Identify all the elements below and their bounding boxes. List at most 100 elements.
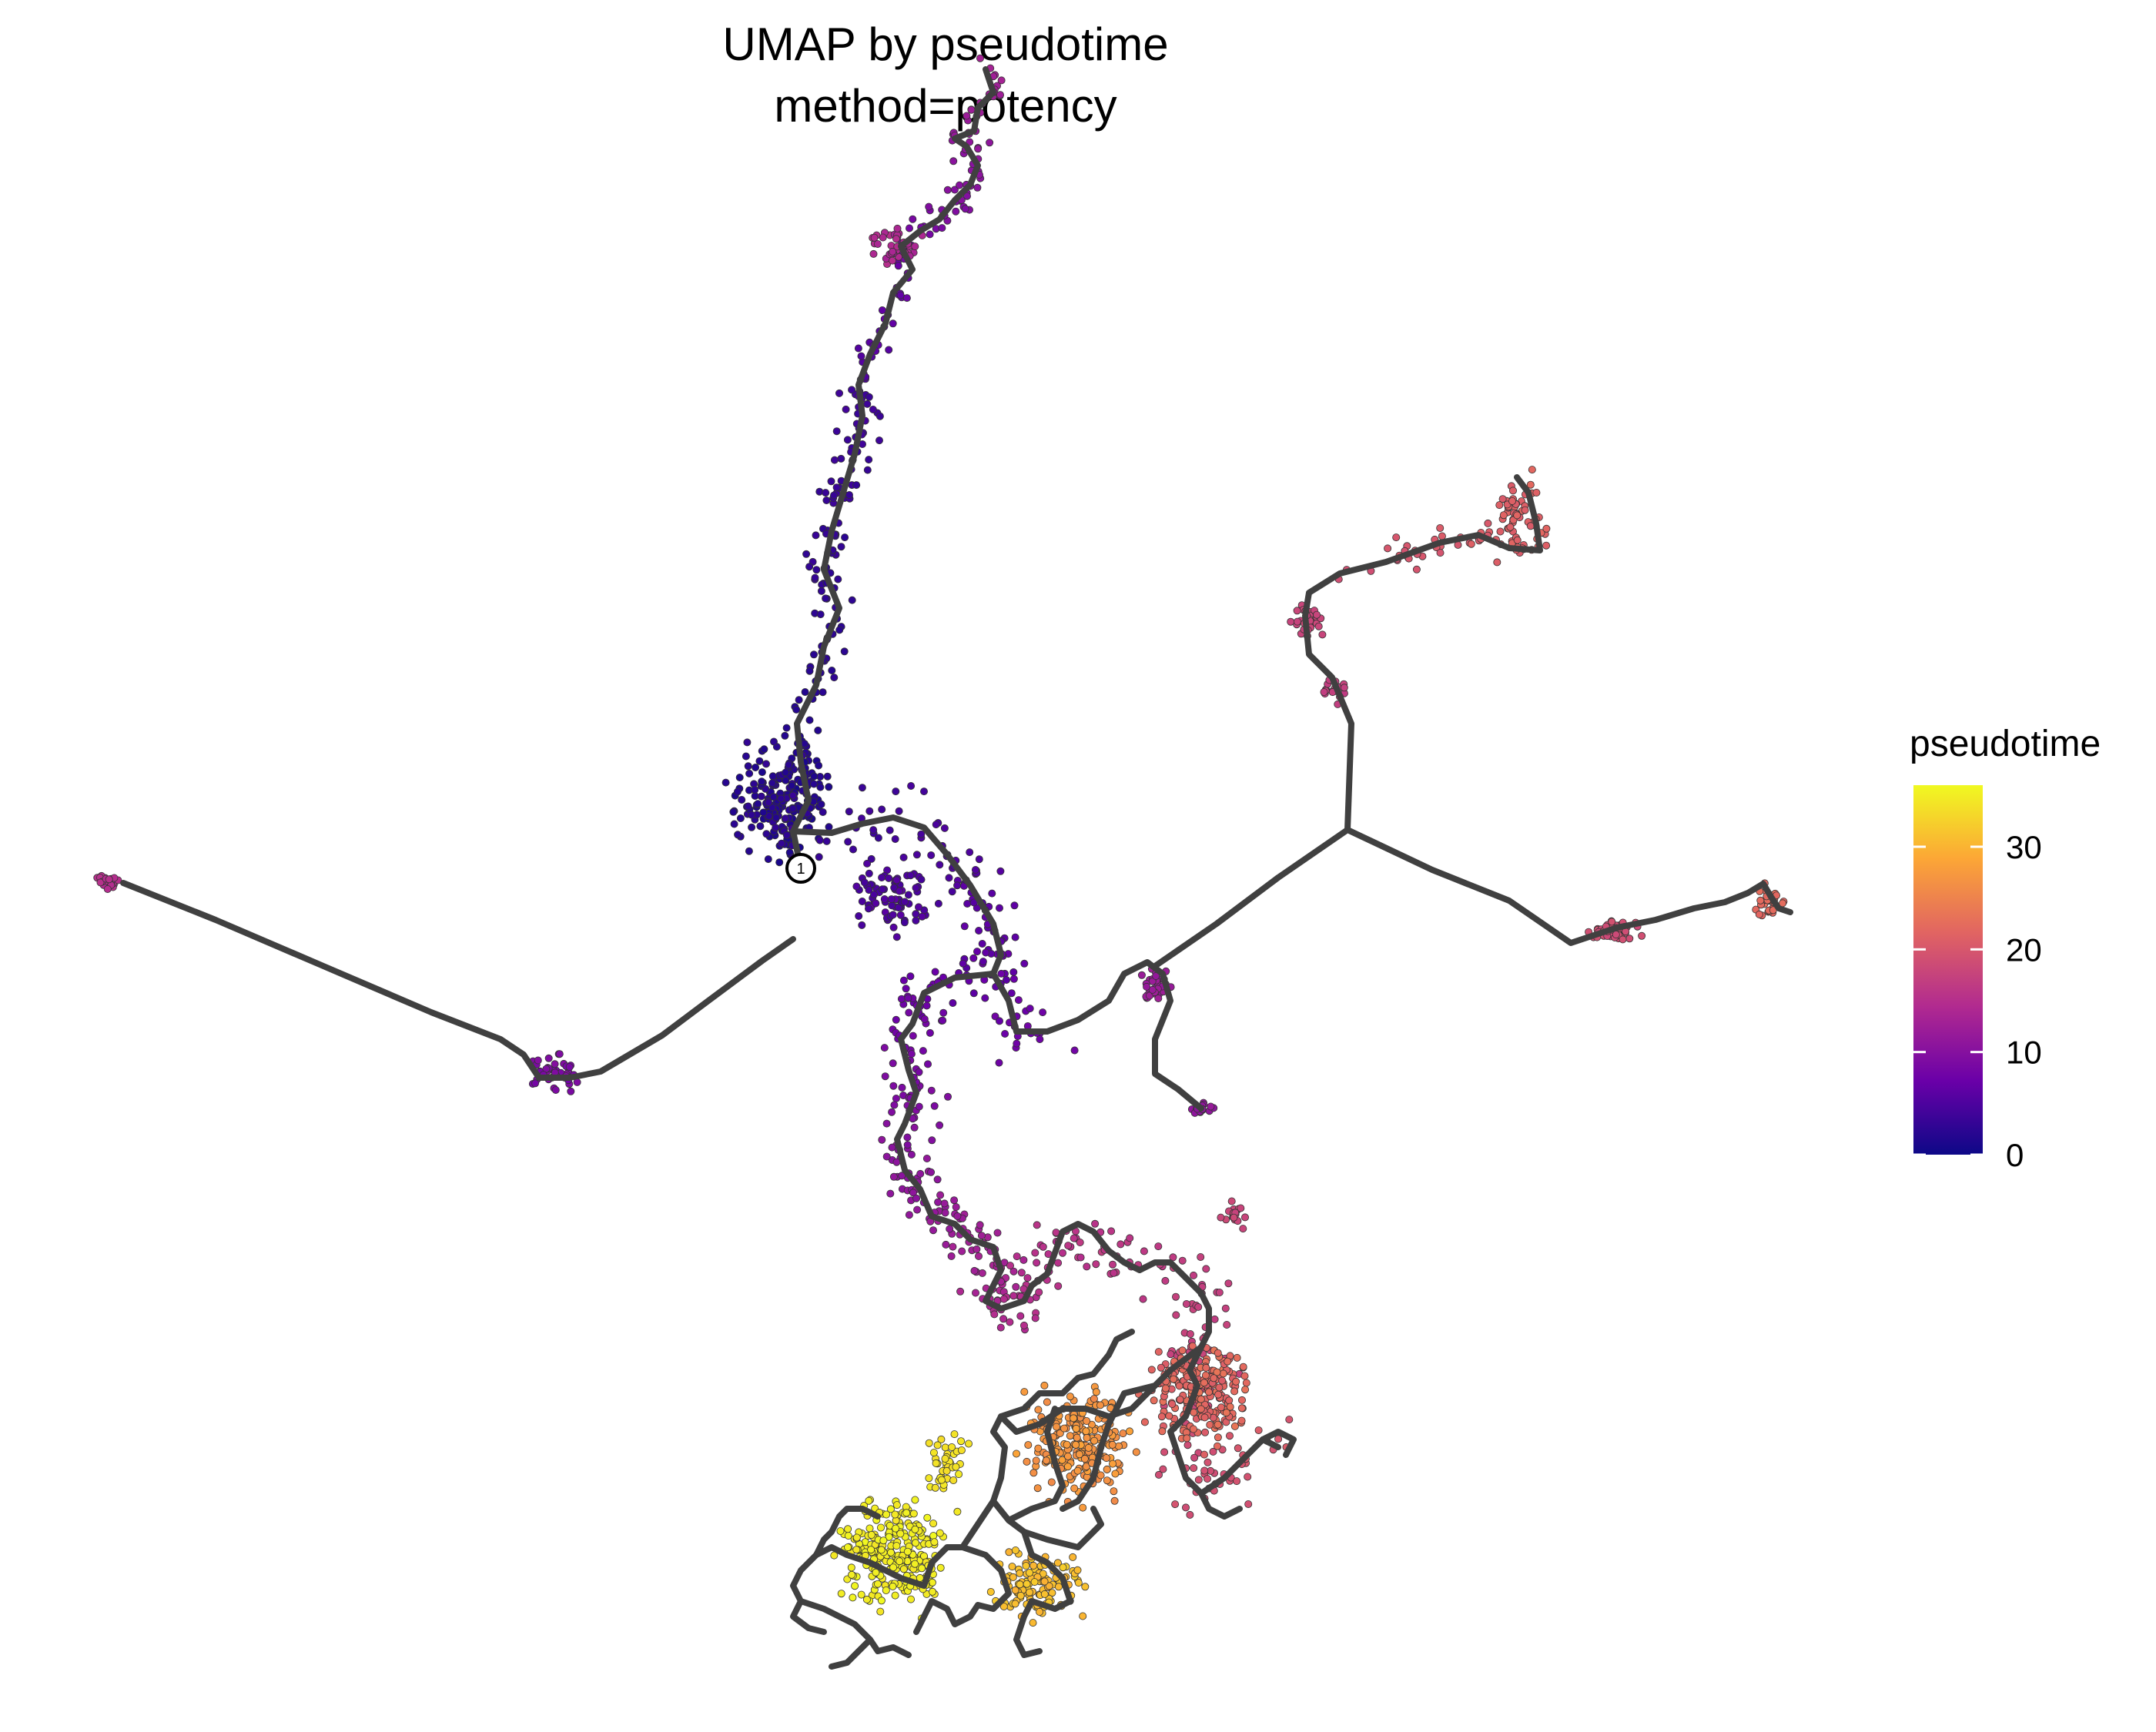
cell-point [912,1539,920,1547]
trajectory-graph [120,66,1793,1670]
cell-point [886,1505,895,1513]
cell-point [1074,1579,1083,1587]
cell-point [1042,1456,1050,1465]
cell-point [999,1315,1008,1323]
cell-point [889,319,897,328]
cell-point [906,871,915,880]
cell-point [1242,1379,1250,1387]
trajectory-edge [790,1498,996,1658]
cell-point [949,1242,957,1251]
cell-point [1083,1417,1091,1426]
cell-point [922,1155,931,1163]
cell-point [1214,1349,1222,1357]
cell-point [816,783,825,791]
cell-point [865,904,873,913]
cell-point [1202,1363,1210,1372]
cell-point [881,1072,889,1081]
cell-point [925,1474,933,1483]
trajectory-edge [1152,827,1351,969]
cell-point [849,845,858,854]
cell-point [878,874,886,882]
cell-point [872,1568,880,1577]
trajectory-edge [1198,1490,1243,1520]
cell-point [1214,1390,1223,1399]
cell-point [1230,1213,1238,1222]
cell-point [1029,1619,1037,1627]
cell-point [848,1570,856,1579]
cell-point [816,610,825,619]
cell-point [999,1295,1008,1303]
cell-point [1201,1428,1210,1436]
cell-point [936,861,944,869]
cell-point [906,972,915,981]
cell-point [1224,1279,1233,1288]
cell-point [835,389,844,397]
cell-point [1064,1452,1073,1460]
cell-point [759,808,768,817]
cell-point [907,782,916,791]
cell-point [1189,1425,1197,1433]
trajectory-edge [829,1637,873,1670]
cell-point [965,1439,973,1448]
cell-point [1053,1423,1061,1431]
cell-point [1020,1388,1029,1396]
cell-point [782,831,791,839]
cell-point [1158,1427,1167,1436]
cell-point [889,923,898,931]
cell-point [1016,1580,1024,1589]
cell-point [929,1587,937,1596]
cell-point [1204,1458,1212,1466]
cell-point [880,1044,889,1052]
cell-point [1058,1456,1066,1464]
cell-point [768,772,777,781]
cell-point [889,1082,898,1090]
cell-point [1035,1288,1043,1296]
cell-point [936,1563,945,1572]
cell-point [1040,1590,1049,1598]
cell-point [907,1050,916,1058]
cell-point [946,1225,954,1233]
cell-point [819,808,827,817]
cell-point [928,1578,936,1587]
cell-point [1009,1292,1018,1300]
cell-point [911,1560,919,1568]
cell-point [1005,1548,1013,1556]
cell-point [828,667,836,675]
cell-point [918,912,926,921]
cell-point [857,1590,865,1599]
cell-point [1110,1269,1118,1277]
cell-point [1003,976,1011,985]
cell-point [1513,536,1522,544]
cell-point [1039,1242,1047,1251]
cell-point [876,1607,885,1616]
cell-point [1200,1466,1209,1475]
cell-point [975,855,983,864]
cell-point [1214,1442,1222,1450]
cell-point [1239,1225,1247,1233]
cell-point [936,1191,945,1199]
cell-point [953,881,962,890]
cell-point [788,804,797,813]
cell-point [1182,1300,1190,1309]
cell-point [895,904,903,912]
cell-point [1023,1457,1031,1466]
cell-point [1029,1561,1038,1570]
cell-point [1217,1403,1226,1412]
trajectory-edge [1006,1406,1066,1523]
cell-point [1274,1435,1283,1443]
cell-point [888,901,896,910]
cell-point [778,839,786,848]
cell-point [1190,1464,1198,1473]
cell-point [1026,1005,1034,1013]
cell-point [832,483,841,492]
cell-point [752,764,760,772]
cell-point [1484,519,1492,527]
cell-point [802,550,811,558]
cell-point [1045,1582,1053,1590]
cell-point [782,768,790,777]
cell-point [805,667,814,675]
cell-point [902,294,911,303]
cell-point [1209,1447,1217,1456]
cell-point [805,563,814,571]
cell-point [879,1536,888,1545]
